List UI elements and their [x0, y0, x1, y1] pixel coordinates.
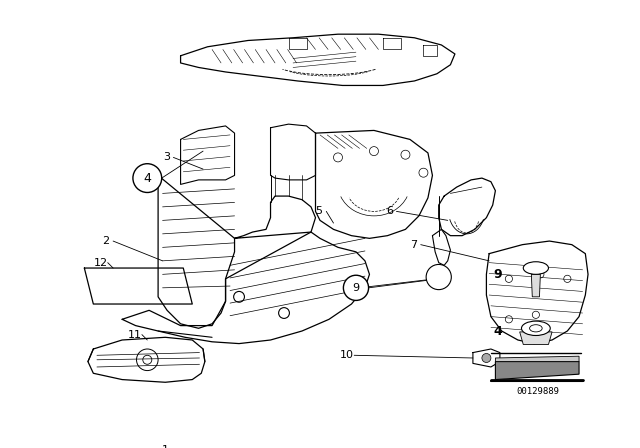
- Text: 1: 1: [162, 445, 169, 448]
- Text: 8: 8: [349, 283, 356, 293]
- Circle shape: [482, 353, 491, 362]
- Circle shape: [426, 264, 451, 289]
- Ellipse shape: [522, 321, 550, 336]
- Text: 9: 9: [494, 268, 502, 281]
- Text: 11: 11: [128, 330, 141, 340]
- Text: 3: 3: [163, 152, 170, 163]
- Text: 5: 5: [316, 207, 323, 216]
- Circle shape: [344, 275, 369, 301]
- Ellipse shape: [529, 325, 542, 332]
- Text: 2: 2: [102, 236, 109, 246]
- Text: 9: 9: [353, 283, 360, 293]
- Text: 7: 7: [410, 240, 417, 250]
- Ellipse shape: [524, 262, 548, 274]
- Text: 4: 4: [493, 324, 502, 337]
- Polygon shape: [495, 362, 579, 379]
- Text: 6: 6: [386, 207, 393, 216]
- Text: 10: 10: [340, 350, 354, 360]
- Circle shape: [133, 164, 162, 193]
- Text: 4: 4: [143, 172, 151, 185]
- Polygon shape: [531, 274, 540, 297]
- Polygon shape: [520, 332, 552, 345]
- Polygon shape: [495, 356, 579, 362]
- Text: 00129889: 00129889: [516, 387, 559, 396]
- Text: 12: 12: [93, 258, 108, 267]
